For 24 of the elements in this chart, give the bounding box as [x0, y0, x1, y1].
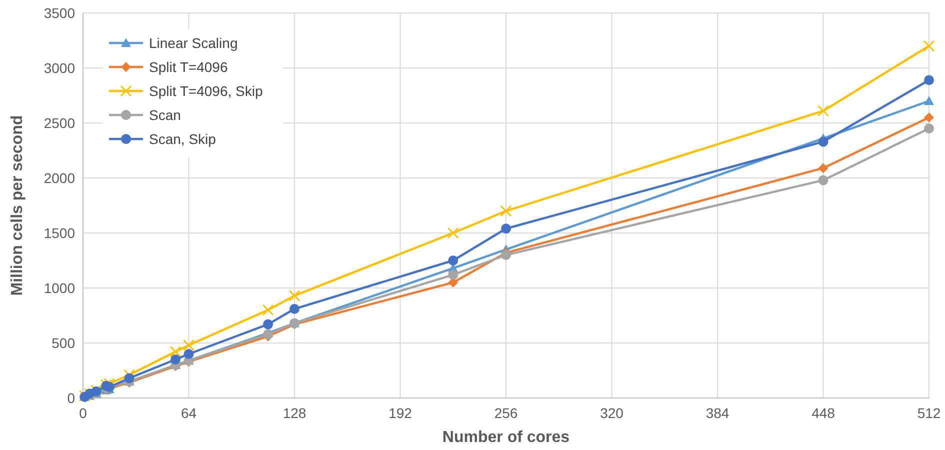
- y-tick-label: 1500: [44, 225, 76, 241]
- x-tick-label: 512: [917, 405, 941, 421]
- x-tick-label: 448: [812, 405, 836, 421]
- y-tick-label: 3000: [44, 60, 76, 76]
- x-tick-label: 256: [494, 405, 518, 421]
- x-tick-label: 0: [79, 405, 88, 421]
- y-tick-label: 0: [67, 390, 76, 406]
- legend-label: Split T=4096: [149, 59, 228, 75]
- x-tick-label: 192: [388, 405, 412, 421]
- y-tick-label: 2500: [44, 115, 76, 131]
- x-tick-label: 384: [706, 405, 730, 421]
- legend-label: Split T=4096, Skip: [149, 83, 263, 99]
- y-tick-label: 2000: [44, 170, 76, 186]
- x-tick-label: 320: [600, 405, 624, 421]
- legend-label: Scan, Skip: [149, 131, 216, 147]
- x-axis-title: Number of cores: [442, 429, 570, 446]
- y-tick-label: 500: [52, 335, 76, 351]
- y-tick-label: 3500: [44, 5, 76, 21]
- x-tick-label: 128: [282, 405, 306, 421]
- x-tick-label: 64: [180, 405, 197, 421]
- legend-label: Linear Scaling: [149, 35, 238, 51]
- y-tick-label: 1000: [44, 280, 76, 296]
- y-axis-title: Million cells per second: [9, 115, 26, 296]
- legend-label: Scan: [149, 107, 181, 123]
